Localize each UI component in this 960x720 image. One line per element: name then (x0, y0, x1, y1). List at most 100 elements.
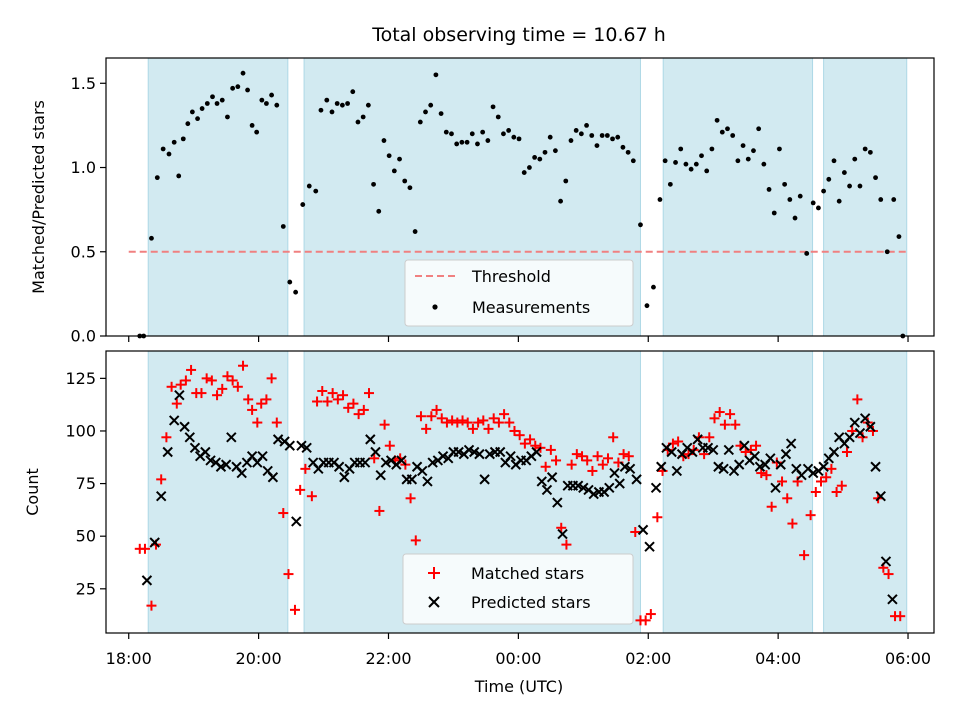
predicted-star-point (631, 474, 642, 485)
top-ytick-label: 1.5 (71, 74, 96, 93)
xtick-label: 00:00 (495, 649, 541, 668)
matched-star-point (196, 388, 207, 399)
predicted-star-point (656, 461, 667, 472)
matched-star-point (602, 453, 613, 464)
matched-star-point (426, 411, 437, 422)
predicted-star-point (644, 541, 655, 552)
predicted-star-point (650, 482, 662, 493)
measurement-point (180, 136, 186, 142)
legend-predicted-label: Predicted stars (471, 593, 591, 612)
matched-star-point (289, 604, 300, 615)
matched-star-point (592, 451, 603, 462)
predicted-star-point (375, 469, 386, 481)
measurement-point (397, 156, 402, 162)
predicted-star-point (870, 461, 881, 472)
bottom-y-ticks: 25 50 75 100 125 (65, 369, 106, 598)
matched-star-point (509, 425, 520, 436)
matched-star-point (519, 438, 530, 449)
predicted-star-point (687, 446, 698, 458)
measurement-point (847, 183, 852, 189)
measurement-point (693, 161, 699, 167)
predicted-star-point (875, 491, 886, 502)
predicted-star-point (624, 463, 636, 475)
measurement-point (558, 198, 563, 204)
predicted-star-point (406, 474, 418, 485)
predicted-star-point (671, 465, 683, 477)
top-legend: Threshold Measurements (404, 259, 634, 327)
predicted-star-point (174, 389, 185, 401)
predicted-star-points (141, 389, 898, 605)
measurement-point (449, 131, 454, 137)
matched-star-point (821, 472, 832, 483)
measurement-point (454, 141, 460, 147)
matched-star-point (766, 501, 777, 512)
measurement-point (709, 146, 715, 152)
predicted-star-point (359, 457, 371, 468)
bottom-ytick-label: 125 (65, 369, 96, 388)
measurement-point (225, 114, 230, 120)
predicted-star-point (770, 482, 781, 493)
predicted-star-point (396, 455, 407, 466)
predicted-star-point (536, 476, 547, 487)
measurement-point (589, 133, 595, 138)
measurement-point (547, 134, 553, 140)
predicted-star-point (723, 444, 734, 456)
predicted-star-point (614, 478, 625, 489)
matched-star-point (810, 487, 821, 497)
matched-star-point (364, 388, 375, 399)
matched-star-point (857, 432, 868, 443)
matched-star-point (895, 611, 906, 622)
matched-star-point (405, 493, 416, 504)
matched-star-point (751, 440, 762, 451)
matched-star-point (175, 379, 186, 390)
bottom-axes-frame (105, 350, 935, 634)
measurement-point (412, 229, 418, 234)
matched-star-point (630, 526, 641, 537)
matched-star-point (514, 430, 525, 441)
measurement-point (407, 185, 413, 191)
measurement-point (552, 148, 558, 154)
top-panel: 0.0 0.5 1.0 1.5 Matched/Predicted stars Thr… (29, 57, 935, 346)
measurement-point (766, 187, 772, 192)
predicted-star-point (557, 528, 568, 540)
xtick-label: 22:00 (365, 649, 411, 668)
legend-matched-label: Matched stars (471, 564, 584, 583)
matched-star-point (227, 375, 238, 386)
matched-star-point (256, 398, 267, 409)
bottom-ytick-label: 100 (65, 421, 96, 440)
matched-star-point (252, 417, 263, 428)
matched-star-point (561, 539, 572, 550)
measurement-point (264, 101, 269, 106)
matched-star-point (180, 375, 191, 386)
matched-star-point (841, 447, 852, 458)
measurement-point (438, 111, 444, 116)
measurement-point (662, 158, 668, 164)
predicted-star-point (272, 434, 284, 445)
measurement-point (896, 234, 902, 239)
measurement-point (884, 249, 890, 255)
predicted-star-point (370, 446, 381, 458)
top-ytick-label: 1.0 (71, 158, 96, 177)
bot-shades-interval-2 (662, 350, 814, 634)
measurement-point (318, 107, 324, 113)
predicted-star-point (531, 446, 542, 458)
matched-star-point (312, 396, 323, 407)
matched-star-point (730, 419, 741, 430)
predicted-star-point (775, 459, 786, 470)
matched-star-point (488, 413, 499, 424)
predicted-star-point (859, 413, 871, 424)
predicted-star-point (422, 476, 433, 487)
matched-star-point (787, 518, 798, 529)
matched-star-point (166, 381, 177, 392)
measurement-point (433, 72, 439, 78)
predicted-star-point (301, 442, 312, 454)
matched-star-point (799, 550, 810, 561)
measurement-point (259, 97, 265, 103)
matched-star-point (306, 491, 317, 502)
predicted-star-point (552, 497, 563, 508)
matched-star-point (852, 394, 863, 405)
measurement-point (214, 101, 220, 106)
measurement-point (756, 126, 762, 132)
predicted-star-point (828, 446, 840, 458)
measurement-point (584, 122, 589, 128)
